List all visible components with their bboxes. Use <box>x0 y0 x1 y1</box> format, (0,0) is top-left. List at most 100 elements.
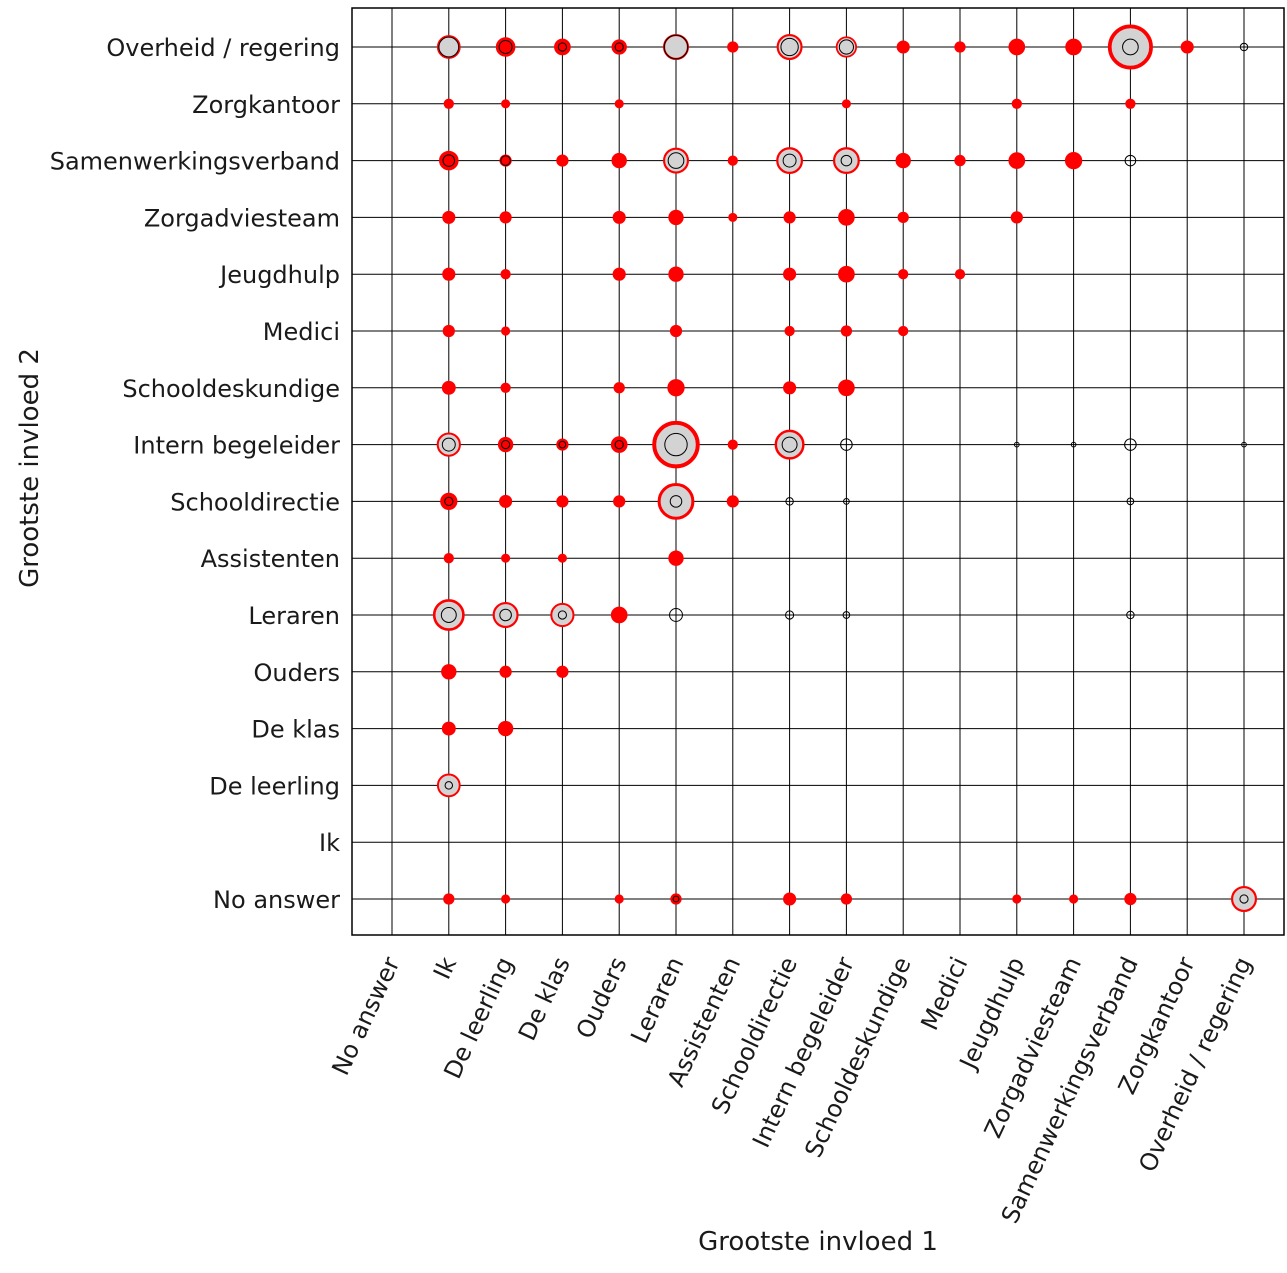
black-bubble-point <box>1241 441 1247 448</box>
red-bubble-point <box>441 380 456 395</box>
black-bubble-point <box>785 497 794 506</box>
black-bubble-point <box>667 152 685 169</box>
red-bubble-point <box>838 265 855 283</box>
black-bubble-point <box>1126 610 1135 620</box>
red-bubble-point <box>954 154 966 167</box>
black-bubble-point <box>440 607 457 623</box>
red-bubble-point <box>898 269 909 280</box>
red-bubble-point <box>726 495 739 508</box>
red-bubble-point <box>776 147 804 175</box>
black-bubble-point <box>663 34 689 60</box>
red-bubble-point <box>895 152 911 169</box>
red-bubble-point <box>443 98 454 109</box>
red-bubble-point <box>501 894 511 904</box>
red-bubble-point <box>783 892 797 906</box>
red-bubble-point <box>841 99 851 109</box>
red-bubble-point <box>840 893 853 905</box>
black-bubble-point <box>444 496 454 506</box>
red-bubble-point <box>441 721 456 736</box>
red-bubble-point <box>500 269 511 280</box>
red-bubble-point <box>727 439 738 450</box>
y-tick-label: Jeugdhulp <box>218 261 340 289</box>
black-bubble-point <box>664 432 688 457</box>
red-bubble-point <box>440 492 458 511</box>
red-bubble-point <box>774 429 805 460</box>
y-tick-label: Zorgadviesteam <box>144 204 340 232</box>
red-bubble-point <box>670 893 682 905</box>
red-bubble-point <box>783 381 797 395</box>
red-bubble-point <box>667 379 685 397</box>
red-bubble-point <box>499 211 512 224</box>
bubble-markers <box>432 24 1257 912</box>
black-bubble-point <box>1126 497 1135 506</box>
black-bubble-point <box>1239 42 1249 52</box>
red-bubble-point <box>614 894 624 904</box>
plot-frame <box>351 7 1285 936</box>
black-bubble-point <box>843 498 850 505</box>
red-bubble-point <box>499 154 512 167</box>
red-bubble-point <box>443 553 454 564</box>
red-bubble-point <box>898 325 909 337</box>
red-bubble-point <box>501 553 511 563</box>
red-bubble-point <box>652 420 700 469</box>
y-tick-label: De leerling <box>209 772 340 800</box>
black-bubble-point <box>840 438 853 451</box>
y-tick-label: Intern begeleider <box>133 432 340 460</box>
black-bubble-point <box>444 781 454 790</box>
black-bubble-point <box>1013 441 1020 448</box>
red-bubble-point <box>1231 886 1257 912</box>
red-bubble-point <box>612 267 626 281</box>
red-bubble-point <box>436 773 461 798</box>
black-bubble-point <box>1070 441 1077 448</box>
red-bubble-point <box>896 40 910 54</box>
red-bubble-point <box>613 495 626 508</box>
black-bubble-point <box>782 153 797 168</box>
red-bubble-point <box>613 382 625 394</box>
x-tick-label: Ouders <box>571 953 633 1043</box>
red-bubble-point <box>500 382 511 393</box>
black-bubble-point <box>669 495 683 508</box>
red-bubble-point <box>727 155 738 166</box>
red-bubble-point <box>668 209 684 226</box>
red-bubble-point <box>832 147 860 175</box>
y-tick-label: Assistenten <box>201 545 340 573</box>
y-tick-label: Zorgkantoor <box>192 91 340 119</box>
y-tick-label: Schooldirectie <box>170 488 340 516</box>
y-tick-label: Ik <box>319 829 340 857</box>
black-bubble-point <box>500 155 511 166</box>
red-bubble-point <box>497 720 514 737</box>
red-bubble-point <box>1064 151 1083 170</box>
red-bubble-point <box>432 599 465 631</box>
red-bubble-point <box>1125 98 1136 109</box>
red-bubble-point <box>783 267 797 281</box>
red-bubble-point <box>492 602 519 628</box>
red-bubble-point <box>442 324 455 338</box>
red-bubble-point <box>442 267 456 281</box>
red-bubble-point <box>499 494 513 508</box>
red-bubble-point <box>614 99 624 109</box>
red-bubble-point <box>954 269 966 280</box>
y-tick-label: No answer <box>213 886 340 914</box>
red-bubble-point <box>668 550 684 566</box>
red-bubble-point <box>556 665 569 678</box>
red-bubble-point <box>1069 894 1079 904</box>
black-bubble-point <box>1239 894 1249 904</box>
y-tick-label: De klas <box>251 716 340 744</box>
red-bubble-point <box>840 325 853 337</box>
red-bubble-point <box>557 553 567 563</box>
y-tick-label: Leraren <box>248 602 340 630</box>
black-bubble-point <box>785 610 795 620</box>
x-tick-label: No answer <box>326 953 405 1080</box>
red-bubble-point <box>669 324 683 338</box>
red-bubble-point <box>1010 211 1023 224</box>
red-bubble-point <box>497 436 514 453</box>
red-bubble-point <box>436 35 461 59</box>
black-bubble-point <box>442 154 456 167</box>
red-bubble-point <box>501 99 511 109</box>
black-bubble-point <box>669 608 683 622</box>
black-bubble-point <box>842 611 851 619</box>
red-bubble-point <box>499 665 512 678</box>
red-bubble-point <box>838 209 855 226</box>
